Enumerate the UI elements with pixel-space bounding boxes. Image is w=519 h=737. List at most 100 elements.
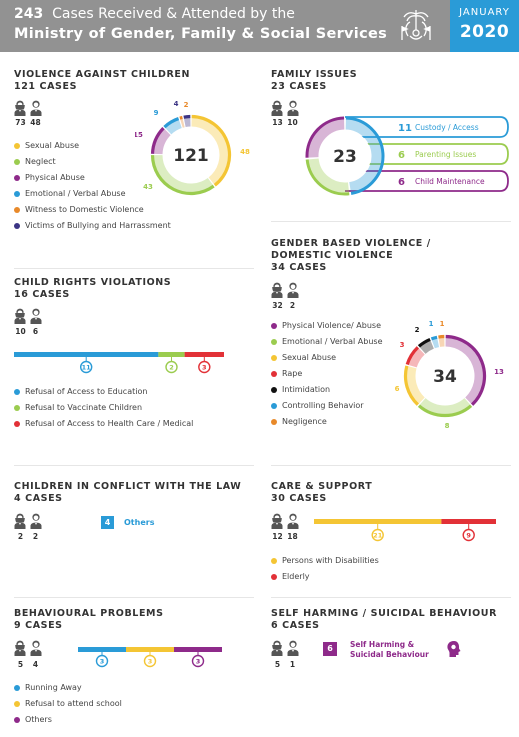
legend-dot [14, 389, 20, 395]
donut-segment [417, 404, 473, 418]
bar-value-label: 3 [196, 657, 201, 665]
legend-dot [271, 419, 277, 425]
legend-label: Emotional / Verbal Abuse [282, 337, 383, 346]
female-male-icon [14, 640, 42, 656]
bar-value-label: 3 [100, 657, 105, 665]
conflict-label: Others [124, 518, 155, 527]
gender-icon-pair [14, 308, 44, 324]
bar-value-label: 9 [466, 531, 471, 539]
donut-value-label: 1 [429, 320, 434, 328]
male-count: 2 [32, 532, 39, 541]
selfharm-label: Self Harming & Suicidal Behaviour [350, 640, 429, 660]
bar-value-pill [79, 360, 93, 374]
bar-value-pill [198, 360, 211, 374]
bar-segment [158, 352, 185, 357]
bar-value-label: 3 [202, 363, 207, 371]
divider [271, 597, 511, 598]
legend-dot [271, 339, 277, 345]
donut-band [419, 397, 471, 415]
conflict-count-badge: 4 [101, 516, 114, 529]
legend-item: Persons with Disabilities [271, 555, 379, 571]
divider [271, 465, 511, 466]
female-count: 5 [17, 660, 24, 669]
legend-label: Witness to Domestic Violence [25, 205, 144, 214]
male-count: 18 [287, 532, 298, 541]
legend-dot [14, 717, 20, 723]
donut-value-label: 8 [445, 422, 450, 430]
male-count: 4 [32, 660, 39, 669]
gbv-title-line2: DOMESTIC VIOLENCE [271, 250, 394, 261]
legend-dot [271, 323, 277, 329]
donut-band [191, 117, 229, 185]
bar-segment [78, 647, 126, 652]
legend-dot [14, 191, 20, 197]
legend-item: Witness to Domestic Violence [14, 204, 171, 220]
donut-segment [417, 337, 431, 348]
donut-band [419, 340, 435, 354]
legend-item: Sexual Abuse [271, 352, 383, 368]
female-count: 32 [272, 301, 283, 310]
family-label: Custody / Access [415, 123, 479, 132]
violence-title: VIOLENCE AGAINST CHILDREN [14, 69, 190, 80]
behav-legend: Running Away Refusal to attend school Othe… [14, 682, 122, 730]
gender-icon-pair [14, 513, 44, 529]
family-title: FAMILY ISSUES [271, 69, 358, 80]
legend-label: Intimidation [282, 385, 331, 394]
bar-value-label: 2 [169, 363, 174, 371]
legend-dot [14, 701, 20, 707]
selfharm-title: SELF HARMING / SUICIDAL BEHAVIOUR [271, 608, 497, 619]
legend-label: Running Away [25, 683, 82, 692]
donut-segment [345, 116, 385, 195]
donut-band [408, 348, 425, 368]
donut-hole [163, 127, 219, 183]
legend-item: Elderly [271, 571, 379, 587]
legend-dot [14, 685, 20, 691]
legend-item: Victims of Bullying and Harrassment [14, 220, 171, 236]
legend-dot [14, 159, 20, 165]
gender-icon-pair [271, 282, 301, 298]
donut-value-label: 3 [400, 341, 405, 349]
female-male-icon [271, 513, 299, 529]
donut-value-label: 1 [440, 320, 445, 328]
behav-bar-chart: 3 3 3 [78, 647, 222, 668]
bar-segment [184, 352, 224, 357]
bar-value-pill [95, 654, 109, 668]
legend-dot [14, 143, 20, 149]
legend-item: Refusal to attend school [14, 698, 122, 714]
care-bar-chart: 21 9 [314, 519, 496, 542]
legend-label: Rape [282, 369, 303, 378]
female-count: 12 [272, 532, 283, 541]
legend-item: Sexual Abuse [14, 140, 171, 156]
legend-label: Refusal of Access to Health Care / Medic… [25, 419, 194, 428]
head-icon [447, 641, 461, 657]
legend-dot [271, 355, 277, 361]
gbv-legend: Physical Violence/ Abuse Emotional / Verb… [271, 320, 383, 432]
legend-label: Sexual Abuse [282, 353, 337, 362]
female-male-icon [14, 100, 42, 116]
legend-dot [14, 207, 20, 213]
family-connector [345, 170, 509, 192]
legend-item: Refusal of Access to Health Care / Medic… [14, 418, 193, 434]
legend-item: Refusal to Vaccinate Children [14, 402, 193, 418]
legend-item: Others [14, 714, 122, 730]
care-subtitle: 30 CASES [271, 493, 327, 504]
divider [14, 465, 254, 466]
donut-value-label: 6 [395, 385, 400, 393]
donut-hole [319, 130, 371, 182]
female-count: 10 [15, 327, 26, 336]
donut-value-label: 2 [184, 101, 189, 109]
selfharm-label-line2: Suicidal Behaviour [350, 650, 429, 659]
legend-dot [271, 403, 277, 409]
female-count: 5 [274, 660, 281, 669]
donut-value-label: 15 [135, 131, 143, 139]
bar-value-label: 11 [82, 363, 92, 371]
gender-counts: 73 48 [14, 118, 48, 127]
total-cases: 243 [14, 6, 44, 22]
bar-segment [126, 647, 174, 652]
donut-band [153, 128, 171, 155]
donut-segment [405, 346, 420, 366]
bar-value-pill [371, 528, 384, 542]
legend-label: Elderly [282, 572, 310, 581]
legend-item: Neglect [14, 156, 171, 172]
